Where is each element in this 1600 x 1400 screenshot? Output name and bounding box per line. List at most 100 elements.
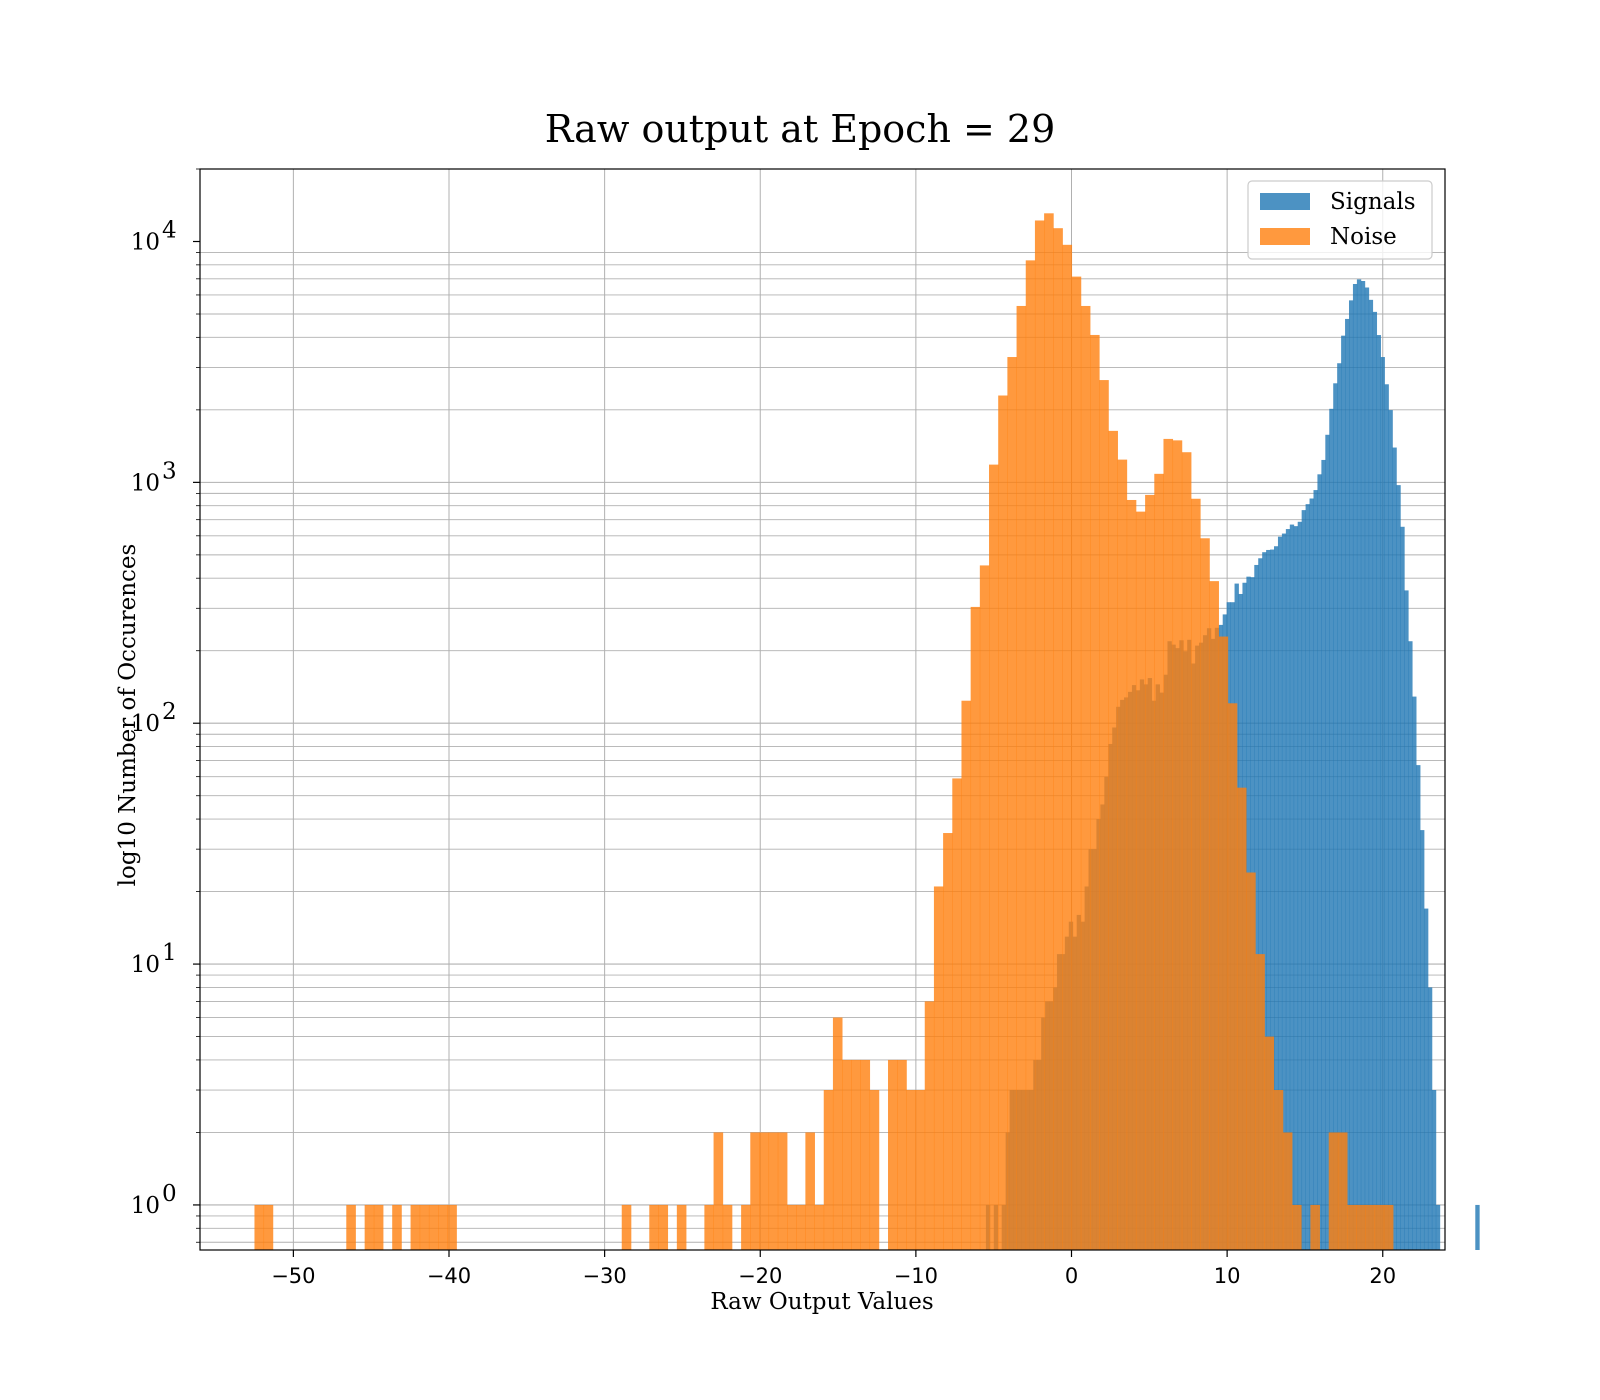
bars-noise-bar: [713, 1132, 724, 1250]
bars-noise-bar: [1246, 872, 1256, 1250]
y-tick-exponent: 0: [162, 1181, 177, 1207]
bars-noise-bar: [1154, 473, 1164, 1250]
bars-signals-bar: [1325, 434, 1330, 1251]
x-tick-label: −50: [271, 1264, 315, 1288]
bars-signals-bar: [1277, 536, 1283, 1250]
bars-noise-bar: [346, 1204, 356, 1250]
y-tick-exponent: 4: [162, 218, 177, 244]
bars-signals-bar: [1388, 410, 1393, 1250]
bars-signals-bar: [1341, 335, 1346, 1250]
bars-signals-bar: [1333, 383, 1338, 1250]
bars-noise-bar: [924, 1001, 935, 1250]
bars-noise-bar: [1053, 228, 1063, 1251]
bars-noise-bar: [1383, 1204, 1394, 1250]
bars-signals-bar: [1313, 490, 1318, 1250]
bars-signals-bar: [1266, 549, 1271, 1250]
bars-noise-bar: [979, 565, 990, 1250]
bars-signals-bar: [1408, 641, 1413, 1250]
legend-swatch-noise: [1260, 228, 1310, 245]
bars-signals-bar: [1254, 564, 1259, 1250]
bars-noise-bar: [1365, 1204, 1376, 1250]
bars-noise-bar: [888, 1059, 898, 1250]
bars-noise-bar: [364, 1204, 375, 1250]
bars-signals-bar: [1376, 335, 1381, 1250]
bars-signals-bar: [1396, 485, 1401, 1250]
x-axis-label: Raw Output Values: [710, 1289, 933, 1315]
bars-noise-bar: [1218, 636, 1229, 1250]
bars-signals-bar: [1435, 1204, 1441, 1250]
bars-noise-bar: [1117, 459, 1128, 1250]
bars-noise-bar: [410, 1204, 421, 1250]
bars-noise-bar: [842, 1059, 852, 1250]
bars-signals-bar: [1400, 526, 1405, 1250]
bars-noise-bar: [1135, 511, 1146, 1250]
bars-signals-bar: [1309, 498, 1314, 1250]
y-tick-exponent: 2: [162, 699, 177, 725]
chart-title: Raw output at Epoch = 29: [545, 107, 1056, 151]
bars-signals-bar: [1423, 908, 1429, 1250]
x-tick-label: −40: [427, 1264, 471, 1288]
bars-noise-bar: [741, 1204, 751, 1250]
bars-signals-bar: [1392, 447, 1397, 1250]
bars-signals-bar: [1329, 408, 1334, 1250]
bars-noise-bar: [860, 1059, 871, 1250]
bars-signals-bar: [1301, 510, 1306, 1250]
x-tick-label: 10: [1214, 1264, 1241, 1288]
y-tick-label: 10: [131, 1193, 160, 1219]
bars-noise-bar: [428, 1204, 439, 1250]
y-axis-label: log10 Number of Occurences: [115, 544, 141, 887]
bars-signals-bar: [1297, 521, 1303, 1250]
bars-noise-bar: [933, 886, 944, 1250]
bars-noise-bar: [1292, 1204, 1302, 1250]
bars-signals-bar: [1420, 830, 1425, 1250]
noise-bars: [254, 213, 1394, 1251]
bars-noise-bar: [1071, 276, 1082, 1250]
bars-noise-bar: [1255, 954, 1265, 1250]
bars-noise-bar: [621, 1204, 632, 1250]
bars-noise-bar: [943, 833, 953, 1250]
bars-signals-bar: [1368, 299, 1374, 1250]
bars-noise-bar: [823, 1090, 834, 1250]
bars-signals-bar: [1321, 459, 1326, 1250]
bars-signals-bar: [1262, 552, 1267, 1250]
y-tick-label: 10: [131, 230, 160, 256]
bars-signals-bar: [1384, 384, 1389, 1250]
bars-signals-bar: [1293, 526, 1299, 1250]
legend-label-signals: Signals: [1330, 189, 1416, 215]
bars-noise-bar: [1227, 703, 1238, 1250]
bars-noise-bar: [1108, 430, 1118, 1251]
bars-noise-bar: [814, 1204, 825, 1250]
bars-noise-bar: [438, 1204, 448, 1250]
bars-signals-bar: [1356, 279, 1362, 1250]
bars-noise-bar: [952, 778, 962, 1250]
bars-signals-bar: [1345, 318, 1350, 1250]
x-tick-label: −30: [582, 1264, 626, 1288]
bars-signals-bar: [1305, 504, 1310, 1250]
legend-label-noise: Noise: [1330, 224, 1397, 250]
bars-noise-bar: [1126, 499, 1137, 1251]
bars-noise-bar: [1016, 305, 1027, 1251]
bars-noise-bar: [1181, 452, 1192, 1251]
bars-noise-bar: [1264, 1036, 1275, 1250]
bars-noise-bar: [970, 606, 981, 1250]
bars-noise-bar: [832, 1017, 843, 1250]
bars-noise-bar: [1191, 498, 1201, 1250]
x-tick-label: 20: [1369, 1264, 1396, 1288]
bars-noise-bar: [373, 1204, 384, 1250]
bars-noise-bar: [419, 1204, 430, 1250]
y-tick-exponent: 1: [162, 940, 177, 966]
bars-noise-bar: [750, 1132, 760, 1250]
bars-signals-bar: [1270, 549, 1275, 1250]
bars-noise-bar: [1080, 305, 1091, 1251]
bars-signals-bar: [1337, 363, 1342, 1250]
bars-noise-bar: [989, 464, 999, 1250]
bars-signals-bar: [1289, 524, 1295, 1250]
bars-noise-bar: [649, 1204, 659, 1250]
bars-signals-bar: [1412, 696, 1417, 1250]
bars-signals-bar: [1475, 1204, 1480, 1250]
bars-noise-bar: [1236, 787, 1247, 1250]
bars-noise-bar: [961, 700, 972, 1250]
bars-noise-bar: [722, 1204, 733, 1250]
bars-noise-bar: [998, 395, 1008, 1250]
bars-signals-bar: [1427, 987, 1433, 1250]
